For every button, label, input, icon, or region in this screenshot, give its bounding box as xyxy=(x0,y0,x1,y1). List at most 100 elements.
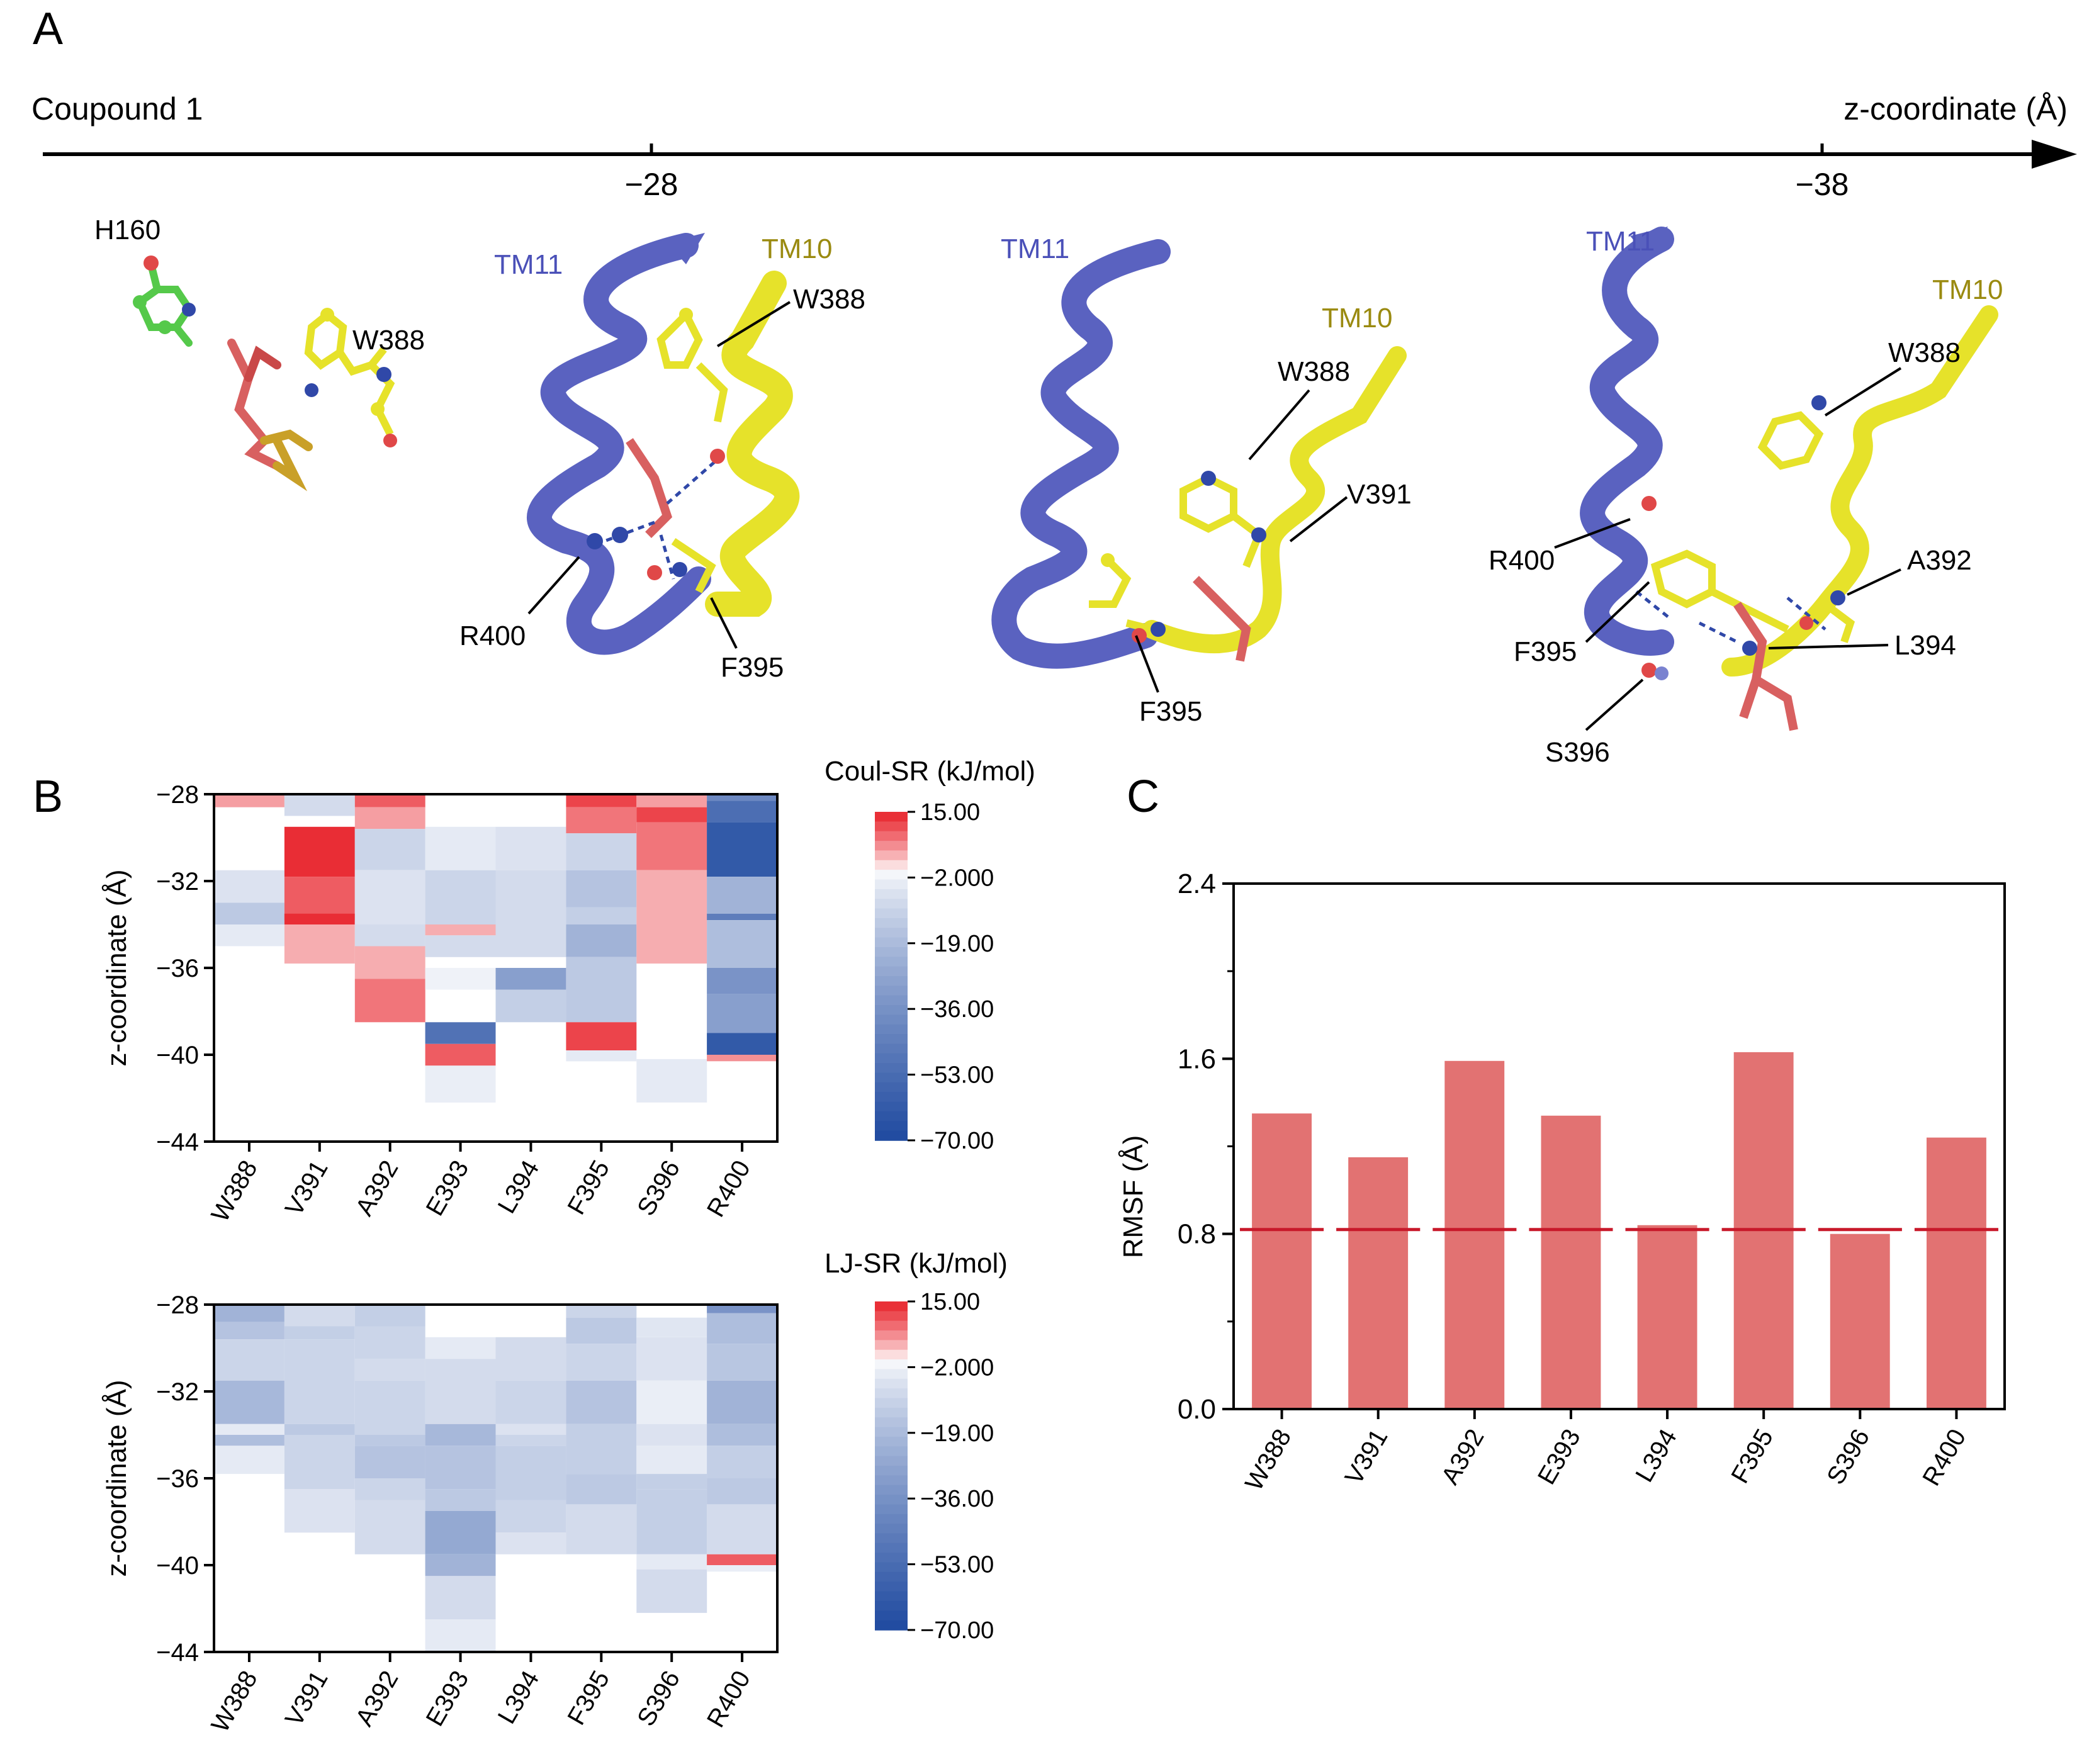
colorbar-segment xyxy=(875,1378,908,1389)
residue-label: F395 xyxy=(1139,696,1202,727)
heatmap-cell xyxy=(284,913,355,925)
tick-label-left: −28 xyxy=(625,167,678,202)
w388-atom xyxy=(371,402,385,416)
heatmap-cell xyxy=(425,826,496,870)
x-tick-label: W388 xyxy=(206,1156,262,1227)
heatmap-cell xyxy=(707,794,777,801)
pointer-arrow xyxy=(1585,581,1650,643)
colorbar-segment xyxy=(875,918,908,929)
x-tick-label: S396 xyxy=(1821,1425,1875,1490)
tm11-helix xyxy=(527,233,711,655)
heatmap-cell xyxy=(354,807,425,829)
heatmap-cell xyxy=(707,1424,777,1446)
heatmap-cell xyxy=(354,794,425,807)
x-tick-label: S396 xyxy=(632,1156,685,1221)
heatmap-cell xyxy=(707,1504,777,1554)
lj-sr-heatmap: −28 −32 −36 −40 −44 z-coordinate (Å) W388 V391 A… xyxy=(101,1248,1008,1737)
tm11-label: TM11 xyxy=(494,249,563,280)
colorbar-segment xyxy=(875,1407,908,1419)
heatmap-cell xyxy=(566,1380,637,1424)
x-tick-label: A392 xyxy=(1436,1425,1490,1490)
colorbar-segment xyxy=(875,860,908,870)
heatmap-cell xyxy=(354,1435,425,1446)
residue-label: F395 xyxy=(721,652,784,683)
colorbar-segment xyxy=(875,908,908,919)
colorbar-tick-label: −36.00 xyxy=(920,996,994,1023)
x-tick-label: L394 xyxy=(493,1666,545,1729)
heatmap-cell xyxy=(284,1435,355,1490)
atom xyxy=(1641,663,1657,678)
structure-4-sidechains xyxy=(1650,411,1855,643)
heatmap-cell xyxy=(566,1317,637,1344)
colorbar-segment xyxy=(875,1571,908,1583)
heatmap-cell xyxy=(495,1380,566,1424)
colorbar-tick-label: −36.00 xyxy=(920,1486,994,1512)
colorbar-segment xyxy=(875,1542,908,1553)
colorbar-segment xyxy=(875,995,908,1006)
structure-2-sidechains xyxy=(656,308,728,593)
heatmap-cell xyxy=(495,826,566,870)
heatmap-cell xyxy=(214,870,284,903)
y-tick-label: −28 xyxy=(156,1291,199,1319)
y-tick-label: −40 xyxy=(156,1552,199,1580)
colorbar-segment xyxy=(875,870,908,880)
colorbar-segment xyxy=(875,966,908,977)
heatmap-cell xyxy=(284,924,355,964)
pointer-arrow xyxy=(1135,635,1159,693)
colorbar-segment xyxy=(875,1466,908,1476)
heatmap-cell xyxy=(425,1359,496,1424)
colorbar-segment xyxy=(875,1024,908,1035)
colorbar-segment xyxy=(875,1581,908,1592)
residue-label: R400 xyxy=(459,621,526,651)
colorbar-tick-label: −70.00 xyxy=(920,1128,994,1154)
heatmap-cell xyxy=(214,924,284,947)
tm11-arrowhead xyxy=(1630,227,1668,258)
heatmap-cell xyxy=(566,957,637,969)
structure-3: TM11 TM10 W388 V391 F395 xyxy=(991,233,1412,727)
tick-label-right: −38 xyxy=(1796,167,1849,202)
heatmap-cell xyxy=(284,1339,355,1424)
y-tick-label: −36 xyxy=(156,1465,199,1493)
heatmap-cell xyxy=(707,1478,777,1505)
heatmap-cell xyxy=(425,1065,496,1103)
x-tick-label: L394 xyxy=(493,1156,545,1218)
heatmap-cell xyxy=(425,1489,496,1511)
heatmap-cell xyxy=(425,1619,496,1653)
w388-atom xyxy=(305,383,318,397)
heatmap-cell xyxy=(425,1424,496,1446)
atom xyxy=(1101,553,1115,567)
w388-atom xyxy=(320,308,334,322)
colorbar-segment xyxy=(875,841,908,851)
x-tick-label: L394 xyxy=(1630,1425,1682,1487)
colorbar-segment xyxy=(875,850,908,861)
colorbar-segment xyxy=(875,1591,908,1602)
residue-label: V391 xyxy=(1347,479,1412,510)
heatmap-cell xyxy=(284,1305,355,1327)
colorbar-label: Coul-SR (kJ/mol) xyxy=(825,756,1035,787)
heatmap-cell xyxy=(707,920,777,968)
colorbar-segment xyxy=(875,1034,908,1045)
residue-label: W388 xyxy=(1888,337,1961,368)
x-tick-label: E393 xyxy=(1533,1425,1586,1490)
heatmap-cell xyxy=(354,870,425,925)
colorbar-segment xyxy=(875,889,908,899)
colorbar-segment xyxy=(875,976,908,987)
pointer-arrow xyxy=(527,556,580,615)
atom xyxy=(1655,666,1669,680)
heatmap-cell xyxy=(566,794,637,807)
heatmap-cell xyxy=(495,1337,566,1381)
h160-atom xyxy=(182,303,196,317)
heatmap-cell xyxy=(566,833,637,870)
x-tick-label: W388 xyxy=(206,1666,262,1737)
colorbar-tick-label: −53.00 xyxy=(920,1552,994,1578)
heatmap-cell xyxy=(707,913,777,921)
structure-label: H160 xyxy=(94,215,160,245)
colorbar-segment xyxy=(875,1524,908,1534)
colorbar-segment xyxy=(875,1475,908,1486)
heatmap-cell xyxy=(284,794,355,816)
colorbar-segment xyxy=(875,928,908,938)
colorbar-segment xyxy=(875,1101,908,1112)
colorbar-segment xyxy=(875,1005,908,1016)
x-tick-label: W388 xyxy=(1240,1425,1297,1495)
